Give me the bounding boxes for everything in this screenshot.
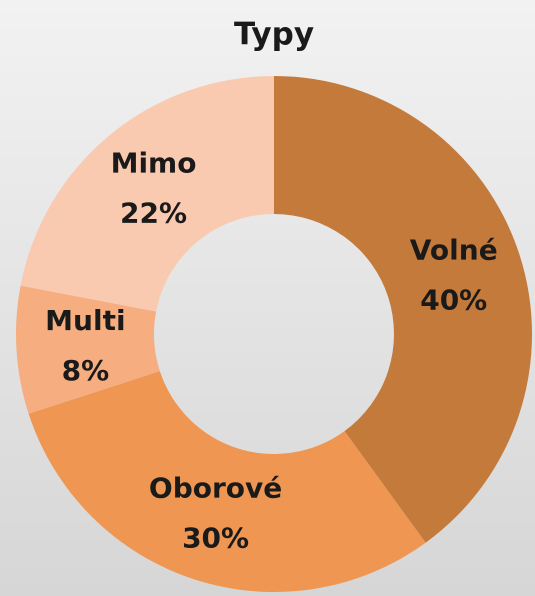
segment-value-label: 8% [62,354,110,387]
donut-segment [15,285,160,414]
donut-segment [20,76,275,312]
chart-title: Typy [234,17,314,53]
donut-segment [274,76,532,543]
segment-label: Volné [410,234,498,267]
segment-value-label: 30% [182,522,249,555]
segment-value-label: 40% [420,284,487,317]
segment-label: Multi [45,304,125,337]
segment-label: Oborové [149,472,282,505]
donut-segment [28,371,426,592]
segment-value-label: 22% [120,196,187,229]
segment-label: Mimo [111,146,197,179]
